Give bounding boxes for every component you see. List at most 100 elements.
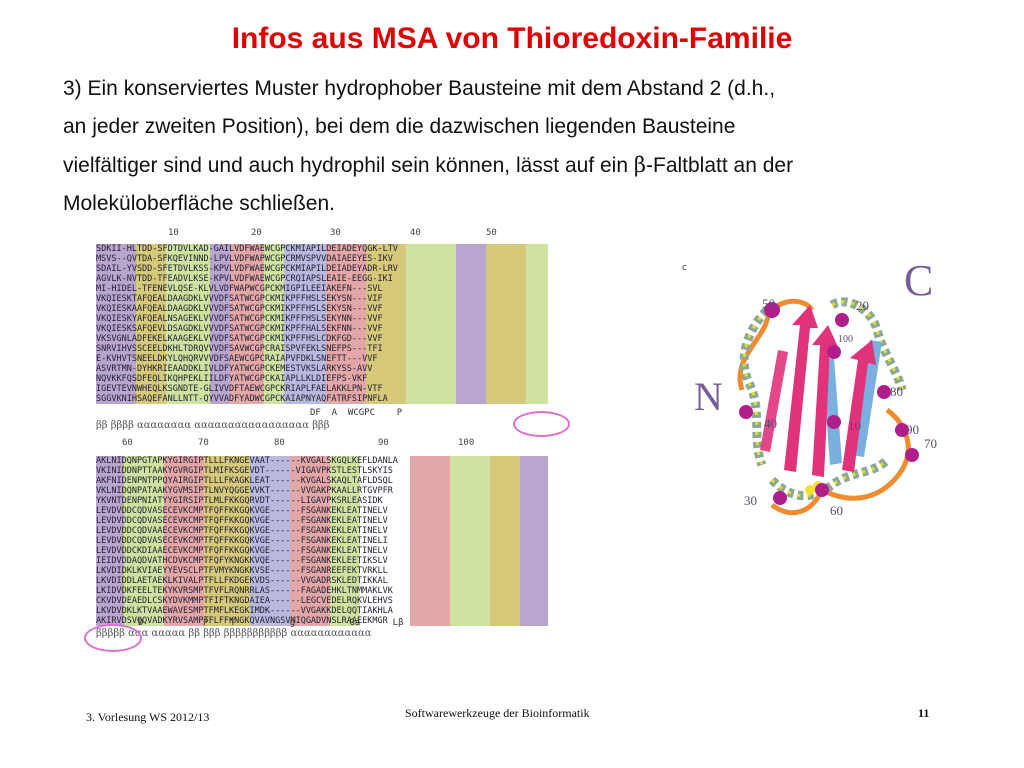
body-line-3-suffix: -Faltblatt an der: [646, 154, 794, 177]
alignment-row: ASVRTMN-DYHKRIEAADDKLIVLDFYATWCGPCKEMEST…: [96, 364, 373, 374]
footer-center: Softwarewerkzeuge der Bioinformatik: [405, 706, 590, 720]
body-line-3-text: vielfältiger sind und auch hydrophil sei…: [63, 154, 634, 177]
alignment-row: LKVDVDKLKTVAAEWAVESMPTFMFLKEGKIMDK------…: [96, 606, 393, 616]
body-line-3: vielfältiger sind und auch hydrophil sei…: [63, 146, 963, 185]
body-line-1: 3) Ein konserviertes Muster hydrophober …: [63, 77, 776, 100]
alignment-row: LEVDVDDCQDVAAECEVKCMPTFQFFKKGQKVGE------…: [96, 526, 388, 536]
alignment-row: LEVDVDDCQDVASECEVKCMPTFQFFKKGQKVGE------…: [96, 506, 388, 516]
residue-sphere-70: [905, 448, 919, 462]
msa-figure: 10 20 30 40 50 SDKII-HLTDD-SFDTDVLKAD-GA…: [84, 228, 570, 652]
highlight-oval-top: [513, 411, 570, 437]
strand-pink-1: [784, 305, 818, 472]
alignment-row: IEIDVDDAQDVATHCDVKCMPTFQFYKNGKKVQE------…: [96, 556, 388, 566]
alignment-top-band: [136, 244, 166, 404]
ruler-bottom-60: 60: [122, 438, 133, 448]
alignment-bottom-band: [490, 456, 520, 626]
alignment-bottom-band: [164, 456, 204, 626]
alignment-row: IGEVTEVNWHEQLKSGNDTE-GLIVVDFTAEWCGPCKRIA…: [96, 384, 383, 394]
residue-sphere-30: [773, 491, 787, 505]
thioredoxin-structure-image: c C N 50 20 100 80 40 10 90 70 30 60: [682, 256, 937, 518]
alignment-row: SNRVIHVSSCEELDKHLTDRQVVVDFSAVWCGPCRAISPV…: [96, 344, 383, 354]
residue-label-50: 50: [762, 296, 775, 311]
residue-label-10: 10: [848, 418, 861, 433]
ruler-top-10: 10: [168, 228, 179, 238]
residue-label-90: 90: [906, 422, 919, 437]
helix-2: [829, 297, 907, 392]
c-terminus-label: C: [904, 256, 933, 305]
residue-sphere-10: [827, 415, 841, 429]
alignment-top-color-bands: [96, 244, 548, 404]
alignment-row: LEVDVDDCKDIAAECEVKCMPTFQFFKKGQKVGE------…: [96, 546, 388, 556]
consensus-bottom: D P T g Ga Lβ: [138, 618, 404, 628]
alignment-top-band: [456, 244, 486, 404]
body-line-4: Moleküloberfläche schließen.: [63, 192, 335, 215]
alignment-row: CKVDVDEAEDLCSKYDVKMMPTFIFTKNGDAIEA------…: [96, 596, 393, 606]
alignment-block-top: SDKII-HLTDD-SFDTDVLKAD-GAILVDFWAEWCGPCKM…: [88, 244, 548, 406]
alignment-bottom-band: [290, 456, 330, 626]
secondary-structure-bottom: βββββ ααα ααααα ββ βββ βββββββββββ ααααα…: [96, 628, 372, 639]
ruler-bottom-70: 70: [198, 438, 209, 448]
consensus-top: DF A WCGPC P: [310, 408, 403, 418]
alignment-bottom-band: [204, 456, 250, 626]
alignment-row: LKVDIDKLKVIAEYYEVSCLPTFVMYKNGKKVSE------…: [96, 566, 388, 576]
ruler-top: 10 20 30 40 50: [88, 228, 558, 242]
alignment-bottom-band: [360, 456, 410, 626]
alignment-bottom-band: [520, 456, 548, 626]
alignment-top-band: [326, 244, 366, 404]
residue-sphere-80: [877, 385, 891, 399]
alignment-bottom-band: [330, 456, 360, 626]
alignment-top-band: [486, 244, 526, 404]
alignment-top-band: [210, 244, 230, 404]
body-line-2: an jeder zweiten Position), bei dem die …: [63, 115, 736, 138]
alignment-top-band: [284, 244, 326, 404]
alignment-row: YKVNTDENPNIATYYGIRSIPTLMLFKKGQRVDT------…: [96, 496, 383, 506]
alignment-top-band: [96, 244, 136, 404]
alignment-row: VKQIESKSAFQEVLDSAGDKLVVVDFSATWCGPCKMIKPF…: [96, 324, 383, 334]
alignment-top-band: [406, 244, 456, 404]
alignment-row: SDKII-HLTDD-SFDTDVLKAD-GAILVDFWAEWCGPCKM…: [96, 244, 398, 254]
alignment-row: VKSVGNLADFEKELKAAGEKLVVVDFSATWCGPCKMIKPF…: [96, 334, 383, 344]
residue-sphere-90: [895, 423, 909, 437]
alignment-row: NQVKKFQSDFEQLIKQHPEKLIILDFYATWCGPCKAIAPL…: [96, 374, 368, 384]
alignment-row: AKFNIDENPNTPPQYAIRGIPTLLLFKAGKLEAT------…: [96, 476, 393, 486]
residue-label-30: 30: [744, 493, 757, 508]
alignment-top-band: [526, 244, 548, 404]
secondary-structure-top: ββ ββββ αααααααα ααααααααααααααααα βββ: [96, 420, 330, 431]
alignment-bottom-band: [96, 456, 124, 626]
ruler-bottom-80: 80: [274, 438, 285, 448]
alignment-top-band: [264, 244, 284, 404]
alignment-row: AKIRVDSVQQVADKYRVSAMPTFLFFKNGKQVAVNGSVMI…: [96, 616, 388, 626]
alignment-row: LEVDVDDCQDVASECEVKCMPTFQFFKKGQKVGE------…: [96, 516, 388, 526]
alignment-bottom-band: [410, 456, 450, 626]
footer-left: 3. Vorlesung WS 2012/13: [86, 710, 210, 724]
slide-title: Infos aus MSA von Thioredoxin-Familie: [231, 22, 793, 55]
strand-pink-2: [812, 325, 838, 477]
alignment-row: VKQIESKYAFQEALNSAGEKLVVVDFSATWCGPCKMIKPF…: [96, 314, 383, 324]
residue-sphere-100: [827, 345, 841, 359]
alignment-row: VKINIDDNPTTAAKYGVRGIPTLMIFKSGEVDT------V…: [96, 466, 393, 476]
small-c-label: c: [682, 263, 687, 273]
alignment-bottom-band: [124, 456, 164, 626]
alignment-top-band: [366, 244, 406, 404]
ruler-bottom-100: 100: [458, 438, 475, 448]
highlight-oval-bottom: [84, 624, 142, 652]
ruler-bottom: 60 70 80 90 100: [88, 438, 558, 452]
ruler-bottom-90: 90: [378, 438, 389, 448]
residue-label-60: 60: [830, 503, 843, 518]
n-terminus-label: N: [694, 374, 723, 419]
alignment-row: E-KVHVTSNEELDKYLQHQRVVVDFSAEWCGPCRAIAPVF…: [96, 354, 378, 364]
helix-1-stripe: [742, 308, 769, 466]
alignment-bottom-band: [450, 456, 490, 626]
alignment-row: MSVS--QVTDA-SFKQEVINND-LPVLVDFWAPWCGPCRM…: [96, 254, 393, 264]
ruler-top-50: 50: [486, 228, 497, 238]
residue-sphere-40: [739, 405, 753, 419]
page-number: 11: [918, 706, 930, 720]
residue-label-100: 100: [838, 334, 853, 345]
alignment-row: MI-HIDEL-TFENEVLQSE-KLVLVDFWAPWCGPCKMIGP…: [96, 284, 383, 294]
alignment-row: SGGVKNIHSAQEFANLLNTT-QYVVADFYADWCGPCKAIA…: [96, 394, 388, 404]
alignment-row: AKLNIDQNPGTAPKYGIRGIPTLLLFKNGEVAAT------…: [96, 456, 398, 466]
residue-label-40: 40: [764, 416, 777, 431]
disulfide-yellow-1: [805, 485, 815, 495]
ruler-top-30: 30: [330, 228, 341, 238]
alignment-bottom-color-bands: [96, 456, 548, 626]
